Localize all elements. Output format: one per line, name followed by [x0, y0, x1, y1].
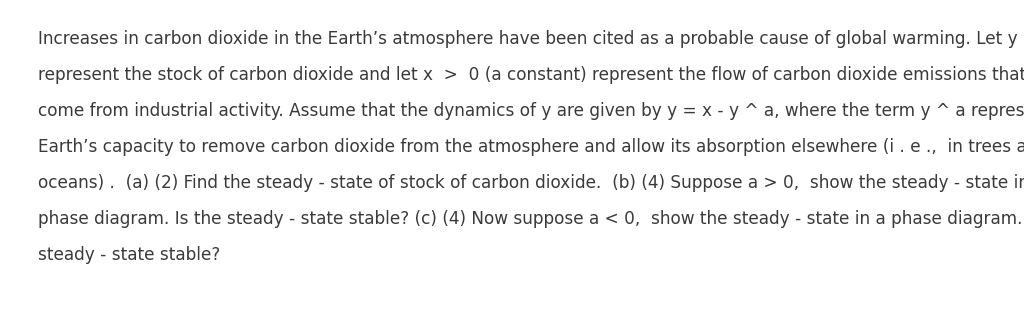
- Text: oceans) .  (a) (2) Find the steady - state of stock of carbon dioxide.  (b) (4) : oceans) . (a) (2) Find the steady - stat…: [38, 174, 1024, 192]
- Text: Earth’s capacity to remove carbon dioxide from the atmosphere and allow its abso: Earth’s capacity to remove carbon dioxid…: [38, 138, 1024, 156]
- Text: Increases in carbon dioxide in the Earth’s atmosphere have been cited as a proba: Increases in carbon dioxide in the Earth…: [38, 30, 1018, 48]
- Text: come from industrial activity. Assume that the dynamics of y are given by y = x : come from industrial activity. Assume th…: [38, 102, 1024, 120]
- Text: represent the stock of carbon dioxide and let x  >  0 (a constant) represent the: represent the stock of carbon dioxide an…: [38, 66, 1024, 84]
- Text: phase diagram. Is the steady - state stable? (c) (4) Now suppose a < 0,  show th: phase diagram. Is the steady - state sta…: [38, 210, 1024, 228]
- Text: steady - state stable?: steady - state stable?: [38, 246, 220, 264]
